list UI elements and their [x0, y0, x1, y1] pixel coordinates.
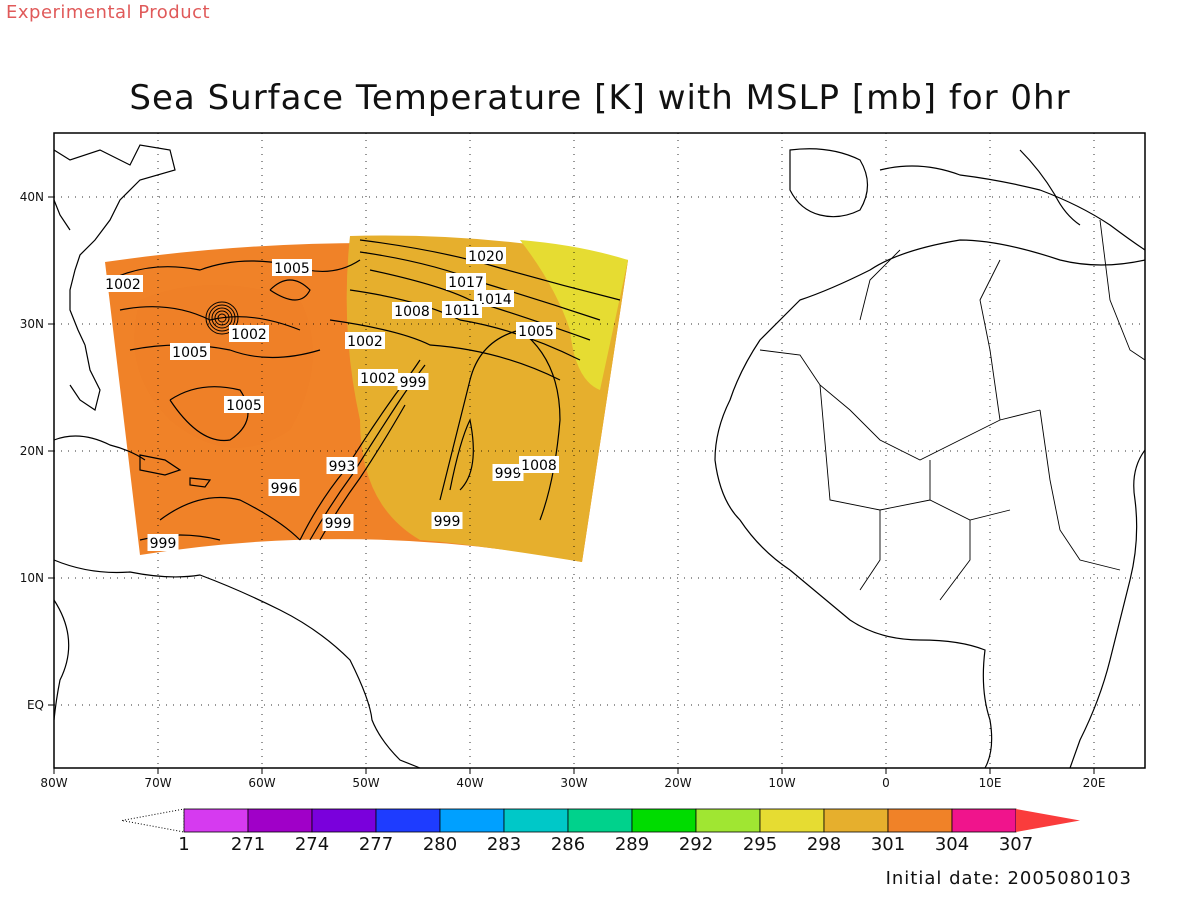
contour-label-box [431, 512, 463, 529]
contour-label: 1005 [274, 261, 310, 277]
colorbar-swatch [375, 808, 441, 833]
contour-label-box [516, 322, 556, 339]
contour-label-box [474, 290, 514, 307]
sst-field [105, 235, 628, 562]
lon-label: 50W [352, 776, 380, 790]
contour-label-box [397, 373, 429, 390]
colorbar-swatch [311, 808, 377, 833]
colorbar-label: 1 [178, 834, 190, 855]
lat-label: 20N [19, 444, 44, 458]
lon-label: 60W [248, 776, 276, 790]
lat-label: EQ [26, 698, 44, 712]
colorbar-swatch [695, 808, 761, 833]
contour-label: 1014 [476, 292, 512, 308]
colorbar-label: 274 [294, 834, 330, 855]
colorbar-label: 295 [742, 834, 778, 855]
lon-label: 20E [1082, 776, 1106, 790]
grid-lines [54, 133, 1145, 768]
colorbar-label: 286 [550, 834, 586, 855]
contour-label: 1008 [394, 304, 430, 320]
contour-label-box [322, 514, 354, 531]
contour-label: 999 [400, 375, 427, 391]
colorbar-swatch [439, 808, 505, 833]
colorbar-label: 298 [806, 834, 842, 855]
contour-label-box [358, 369, 398, 386]
contour-label: 1002 [231, 327, 267, 343]
contour-label: 1005 [518, 324, 554, 340]
contour-label-box [103, 275, 143, 292]
colorbar-label: 277 [358, 834, 394, 855]
lon-label: 40W [456, 776, 484, 790]
contour-label: 1008 [521, 458, 557, 474]
contour-label-box [170, 343, 210, 360]
contour-label: 1020 [468, 249, 504, 265]
axis-ticks [48, 196, 1095, 774]
low-pressure-center [205, 301, 239, 335]
contour-label: 1005 [172, 345, 208, 361]
contour-label-box [224, 396, 264, 413]
chart-title: Sea Surface Temperature [K] with MSLP [m… [129, 78, 1071, 118]
colorbar-label: 292 [678, 834, 714, 855]
lon-label: 80W [40, 776, 68, 790]
colorbar [121, 808, 1080, 833]
lat-label: 10N [19, 571, 44, 585]
contour-label: 999 [150, 536, 177, 552]
contour-label-box [442, 301, 482, 318]
contour-label: 1011 [444, 303, 480, 319]
contour-label-box [268, 479, 300, 496]
contour-label-box [446, 273, 486, 290]
lon-label: 70W [144, 776, 172, 790]
contour-label-box [492, 464, 524, 481]
colorbar-swatch [503, 808, 569, 833]
contour-label: 999 [325, 516, 352, 532]
contour-label: 1005 [226, 398, 262, 414]
lat-label: 30N [19, 317, 44, 331]
contour-label-box [272, 259, 312, 276]
colorbar-swatch [823, 808, 889, 833]
contour-label: 996 [271, 481, 298, 497]
colorbar-swatch [183, 808, 249, 833]
contour-label-box [392, 302, 432, 319]
contour-label-box [147, 534, 179, 551]
coastlines [53, 144, 1146, 769]
colorbar-label: 283 [486, 834, 522, 855]
colorbar-swatch [759, 808, 825, 833]
contour-label: 999 [495, 466, 522, 482]
contour-label: 1002 [105, 277, 141, 293]
colorbar-swatch [567, 808, 633, 833]
lon-label: 30W [560, 776, 588, 790]
contour-label-box [519, 456, 559, 473]
colorbar-swatch [887, 808, 953, 833]
colorbar-swatch [247, 808, 313, 833]
contour-label: 1017 [448, 275, 484, 291]
colorbar-swatch [951, 808, 1017, 833]
colorbar-label: 307 [998, 834, 1034, 855]
lat-label: 40N [19, 190, 44, 204]
colorbar-label: 271 [230, 834, 266, 855]
lon-label: 10W [768, 776, 796, 790]
colorbar-left-arrow [121, 808, 185, 833]
contour-label-box [466, 247, 506, 264]
colorbar-label: 301 [870, 834, 906, 855]
lon-label: 0 [882, 776, 890, 790]
contour-label: 1002 [347, 334, 383, 350]
contour-label-box [326, 457, 358, 474]
colorbar-swatch [631, 808, 697, 833]
contour-label: 1002 [360, 371, 396, 387]
colorbar-label: 289 [614, 834, 650, 855]
experimental-product-tag: Experimental Product [6, 2, 211, 23]
colorbar-label: 304 [934, 834, 970, 855]
initial-date: Initial date: 2005080103 [885, 868, 1132, 889]
lon-label: 20W [664, 776, 692, 790]
colorbar-label: 280 [422, 834, 458, 855]
contour-label: 993 [329, 459, 356, 475]
contour-label-box [229, 325, 269, 342]
colorbar-right-arrow [1016, 809, 1080, 832]
contour-label: 999 [434, 514, 461, 530]
lon-label: 10E [978, 776, 1002, 790]
contour-label-box [345, 332, 385, 349]
